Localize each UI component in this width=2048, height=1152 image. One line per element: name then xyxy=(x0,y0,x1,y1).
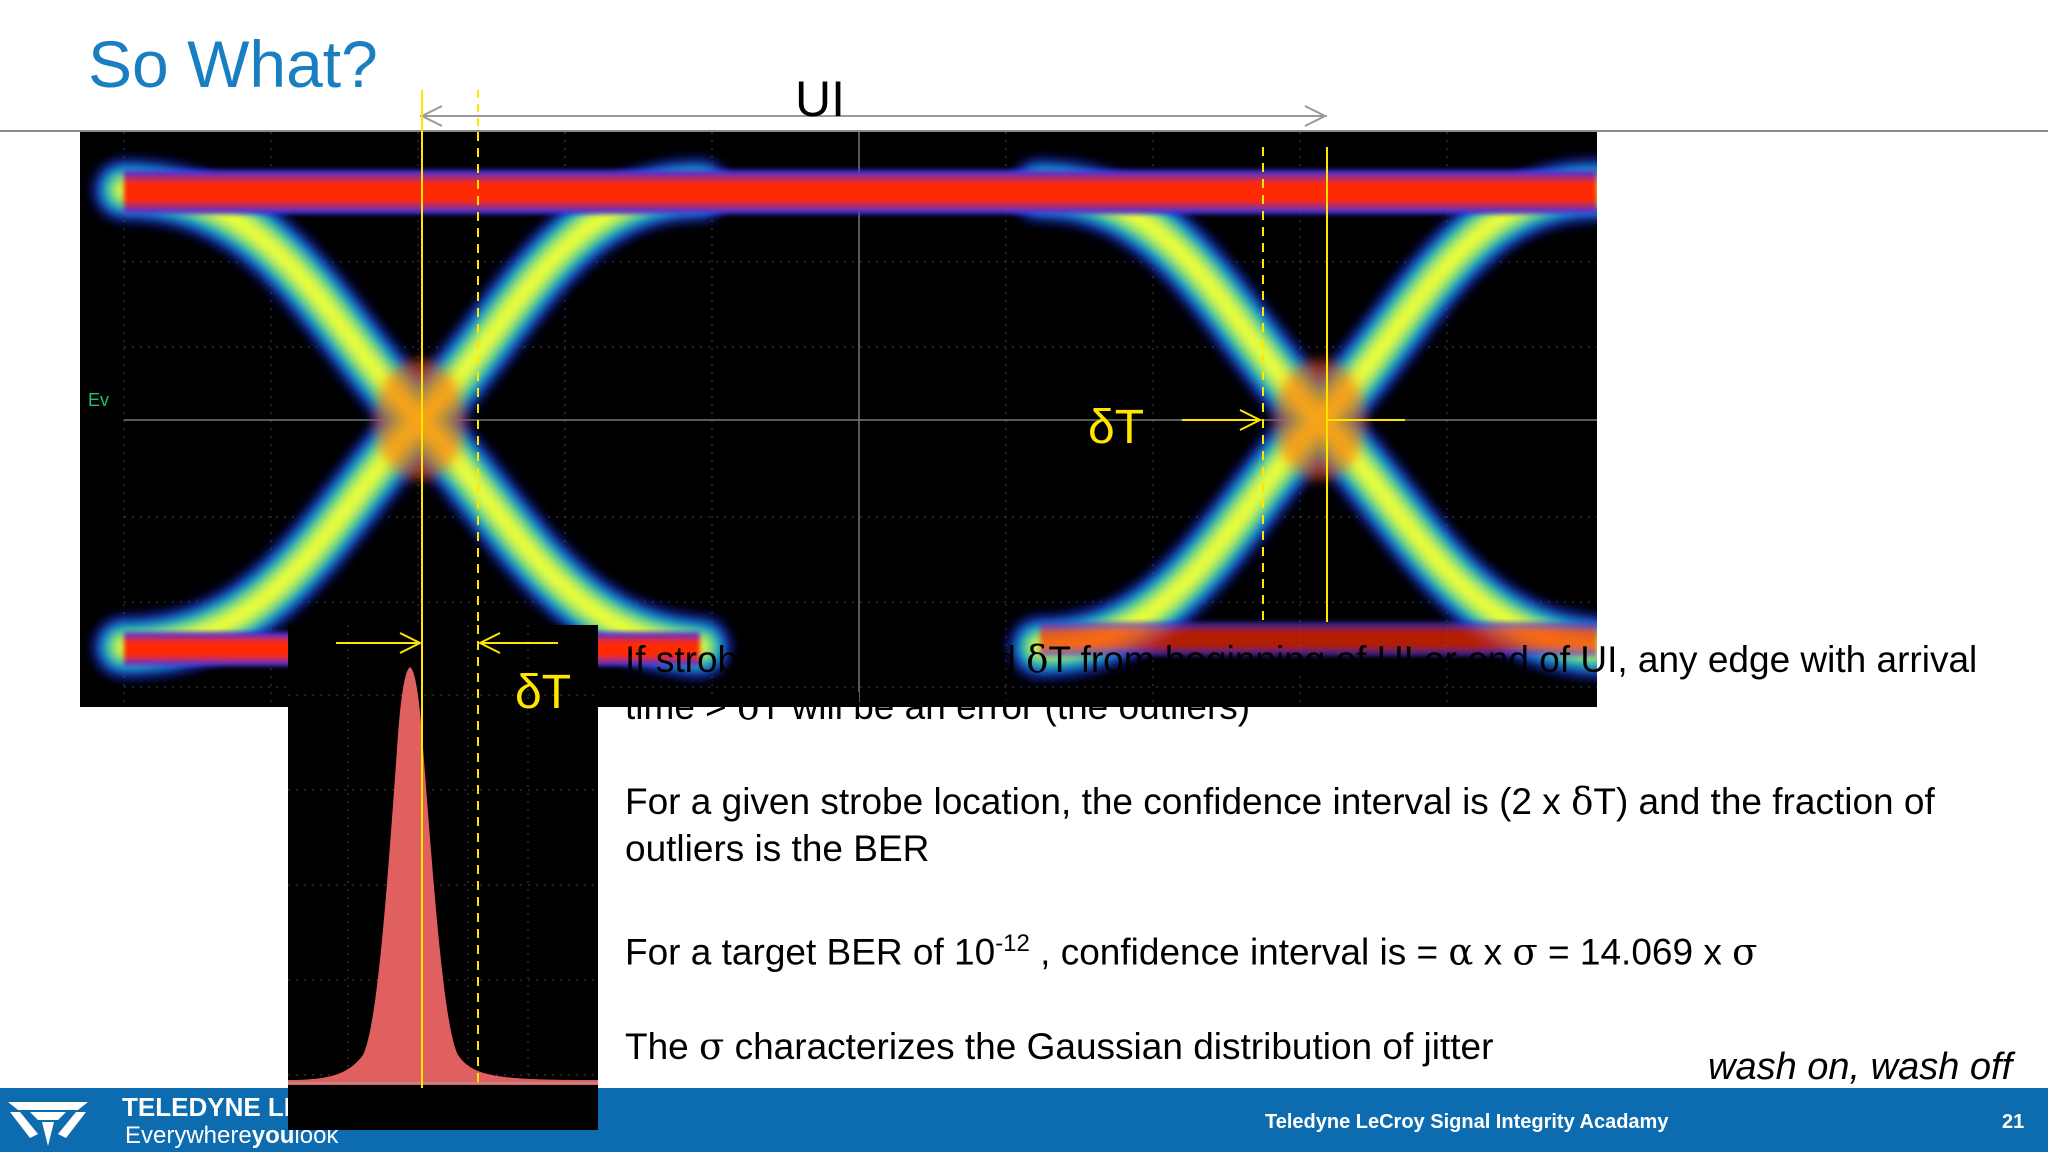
teledyne-lecroy-logo: TELEDYNE LECROY Everywhereyoulook xyxy=(0,1088,338,1152)
bullet-sigma: The σ characterizes the Gaussian distrib… xyxy=(625,1025,1494,1069)
page-number: 21 xyxy=(2002,1111,2025,1133)
ui-label: UI xyxy=(795,71,845,127)
teledyne-logo-icon xyxy=(8,1102,88,1146)
slide-tagline: wash on, wash off xyxy=(1708,1046,2013,1088)
ui-span-arrow xyxy=(419,90,1328,140)
title-divider xyxy=(0,130,2048,132)
bullet-target-ber: For a target BER of 10-12 , confidence i… xyxy=(625,930,1758,974)
eye-diagram: Ev xyxy=(80,132,1597,707)
bullet-confidence-interval: For a given strobe location, the confide… xyxy=(625,780,1935,869)
slide-body: If strobe point is located δT from begin… xyxy=(625,636,2025,1070)
histogram-overlap xyxy=(288,1088,598,1130)
jitter-histogram xyxy=(288,625,598,1130)
footer-academy-name: Teledyne LeCroy Signal Integrity Acadamy xyxy=(1265,1111,1669,1133)
delta-t-label-eye: δT xyxy=(1088,401,1145,454)
bullet-strobe-point: If strobe point is located δT from begin… xyxy=(625,638,1978,728)
slide-title: So What? xyxy=(88,27,378,101)
brand-name: TELEDYNE LECROY xyxy=(122,1092,292,1122)
scope-trace-marker: Ev xyxy=(88,390,109,410)
brand-tagline: Everywhereyoulook xyxy=(125,1122,339,1149)
delta-t-label-histogram: δT xyxy=(515,666,572,719)
